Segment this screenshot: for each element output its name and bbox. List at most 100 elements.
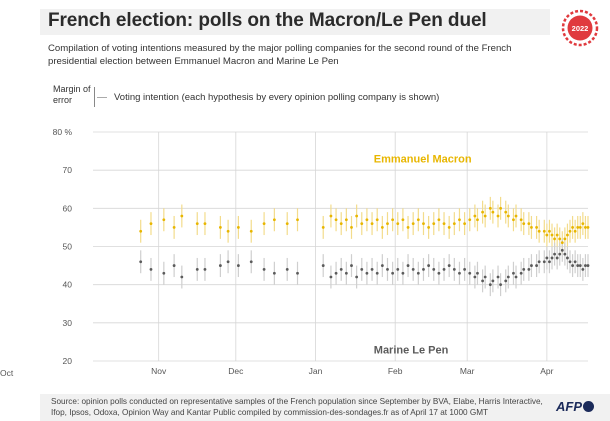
macron-point — [558, 237, 562, 241]
macron-point — [522, 222, 526, 226]
macron-point — [262, 222, 266, 226]
x-tick-label: Mar — [460, 366, 475, 376]
lepen-series-label: Marine Le Pen — [374, 345, 449, 357]
chart-subtitle: Compilation of voting intentions measure… — [48, 43, 512, 67]
macron-point — [499, 206, 502, 210]
lepen-point — [406, 264, 410, 267]
lepen-point — [548, 260, 551, 264]
macron-point — [476, 218, 479, 222]
election-2022-logo: 2022 — [561, 9, 599, 47]
y-tick-label: 60 — [63, 203, 73, 213]
macron-point — [542, 229, 546, 233]
macron-point — [370, 222, 374, 226]
lepen-point — [578, 264, 582, 267]
lepen-point — [203, 268, 207, 271]
legend-point-label: Voting intention (each hypothesis by eve… — [114, 92, 440, 103]
lepen-point — [236, 264, 240, 267]
lepen-point — [537, 260, 541, 264]
macron-point — [334, 218, 338, 222]
macron-point — [411, 222, 415, 226]
macron-point — [527, 222, 531, 226]
macron-point — [568, 229, 572, 233]
macron-point — [365, 218, 369, 222]
macron-point — [496, 214, 500, 218]
x-tick-label: Feb — [388, 366, 403, 376]
macron-point — [506, 214, 510, 218]
macron-point — [537, 229, 541, 233]
lepen-point — [463, 268, 467, 271]
macron-point — [406, 226, 410, 229]
legend-margin-bar — [94, 87, 99, 107]
chart-title: French election: polls on the Macron/Le … — [48, 10, 487, 31]
macron-point — [226, 229, 230, 233]
data-points — [139, 206, 590, 287]
lepen-point — [370, 268, 374, 271]
lepen-point — [344, 271, 348, 275]
lepen-point — [506, 275, 510, 279]
grid — [93, 131, 588, 362]
y-tick-label: 40 — [63, 280, 73, 290]
macron-point — [519, 218, 523, 222]
macron-point — [550, 233, 554, 237]
lepen-point — [519, 271, 523, 275]
macron-point — [483, 214, 487, 218]
macron-point — [172, 226, 176, 229]
lepen-point — [553, 252, 556, 256]
lepen-point — [411, 268, 415, 271]
macron-point — [548, 229, 551, 233]
macron-point — [535, 226, 538, 229]
lepen-point — [380, 264, 384, 267]
lepen-point — [483, 275, 487, 279]
macron-point — [463, 222, 467, 226]
lepen-point — [576, 264, 580, 267]
lepen-point — [527, 268, 531, 271]
lepen-point — [432, 268, 436, 271]
lepen-point — [473, 275, 477, 279]
y-tick-label: 50 — [63, 242, 73, 252]
macron-point — [422, 222, 425, 226]
macron-point — [573, 229, 577, 233]
macron-point — [504, 210, 508, 214]
lepen-point — [139, 260, 143, 264]
lepen-point — [172, 264, 176, 267]
macron-point — [391, 218, 395, 222]
lepen-point — [488, 283, 492, 287]
lepen-point — [522, 268, 526, 271]
macron-point — [355, 214, 359, 218]
lepen-point — [535, 264, 538, 267]
macron-point — [458, 218, 461, 222]
lepen-point — [262, 268, 266, 271]
lepen-point — [416, 271, 420, 275]
macron-point — [560, 241, 564, 245]
macron-point — [488, 206, 492, 210]
lepen-point — [571, 264, 574, 267]
lepen-point — [339, 268, 343, 271]
lepen-point — [365, 271, 369, 275]
axis-labels: 20 30 40 50 60 70 80 % Nov Dec Jan Feb Mar Apr Emmanu… — [53, 127, 554, 376]
lepen-point — [195, 268, 199, 271]
y-tick-label: 70 — [63, 165, 73, 175]
lepen-point — [530, 264, 533, 267]
macron-series-label: Emmanuel Macron — [374, 154, 472, 166]
macron-point — [452, 222, 456, 226]
legend-margin-label: Margin of error — [53, 84, 91, 105]
lepen-point — [334, 271, 338, 275]
lepen-point — [442, 268, 446, 271]
macron-point — [553, 237, 556, 241]
lepen-point — [496, 275, 500, 279]
macron-point — [180, 214, 184, 218]
macron-point — [386, 222, 389, 226]
lepen-point — [296, 271, 299, 275]
x-tick-label: Apr — [540, 366, 553, 376]
lepen-point — [573, 260, 577, 264]
lepen-point — [550, 256, 554, 260]
macron-point — [296, 218, 299, 222]
macron-point — [360, 222, 364, 226]
macron-point — [481, 210, 485, 214]
lepen-point — [560, 248, 564, 252]
macron-point — [491, 210, 495, 214]
lepen-point — [355, 275, 359, 279]
y-tick-label: 20 — [63, 356, 73, 366]
macron-point — [578, 226, 582, 229]
lepen-point — [581, 268, 585, 271]
